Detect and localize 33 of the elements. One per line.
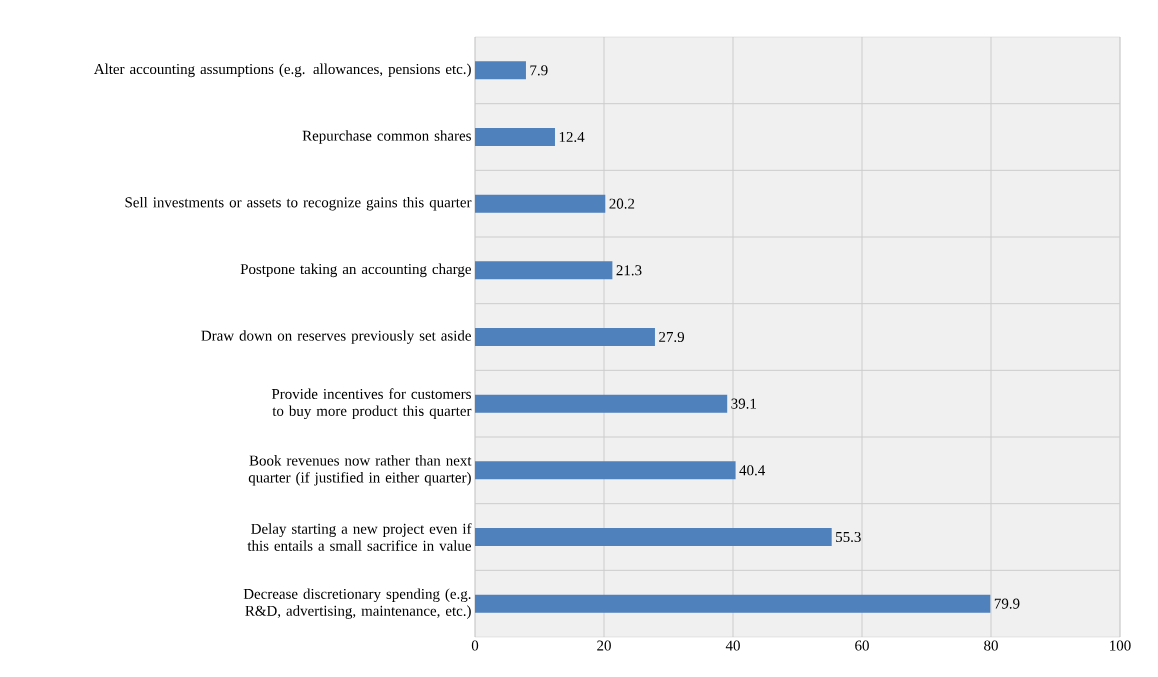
y-tick-label: Alter accounting assumptions (e.g. allowances, pensions etc.): [93, 63, 471, 78]
bar: [475, 528, 832, 547]
bar: [475, 61, 526, 80]
x-tick-label: 20: [597, 640, 611, 651]
bar: [475, 594, 991, 613]
bar: [475, 461, 736, 480]
y-tick-label: Draw down on reserves previously set aside: [201, 330, 471, 344]
x-tick-label: 100: [1110, 640, 1131, 651]
y-tick-label: Delay starting a new project even if this entails a small sacrifice in value: [247, 523, 472, 551]
bar: [475, 328, 655, 347]
bar: [475, 194, 606, 213]
y-tick-label: Book revenues now rather than next quarter (if justified in either quarter): [248, 455, 472, 486]
y-tick-label: Provide incentives for customers to buy more product this quarter: [271, 388, 472, 420]
data-label: 20.2: [609, 198, 635, 209]
data-label: 40.4: [739, 465, 766, 476]
data-label: 27.9: [659, 331, 685, 343]
bar: [475, 128, 555, 147]
y-tick-label: Sell investments or assets to recognize gains this quarter: [125, 196, 472, 211]
bar: [475, 394, 728, 413]
y-tick-label: Repurchase common shares: [302, 130, 471, 144]
x-tick-label: 80: [984, 640, 998, 651]
data-label: 79.9: [994, 598, 1020, 609]
data-label: 7.9: [530, 65, 548, 76]
data-label: 21.3: [616, 265, 642, 276]
x-tick-label: 0: [471, 640, 479, 651]
data-label: 55.3: [836, 531, 861, 543]
data-label: 39.1: [731, 398, 756, 409]
y-tick-label: Decrease discretionary spending (e.g. R&D, advertising, maintenance, etc.): [243, 588, 471, 619]
x-tick-label: 40: [725, 640, 740, 651]
y-tick-label: Postpone taking an accounting charge: [240, 263, 471, 278]
data-label: 12.4: [559, 131, 585, 143]
bar: [475, 261, 613, 280]
x-tick-label: 60: [855, 640, 869, 651]
